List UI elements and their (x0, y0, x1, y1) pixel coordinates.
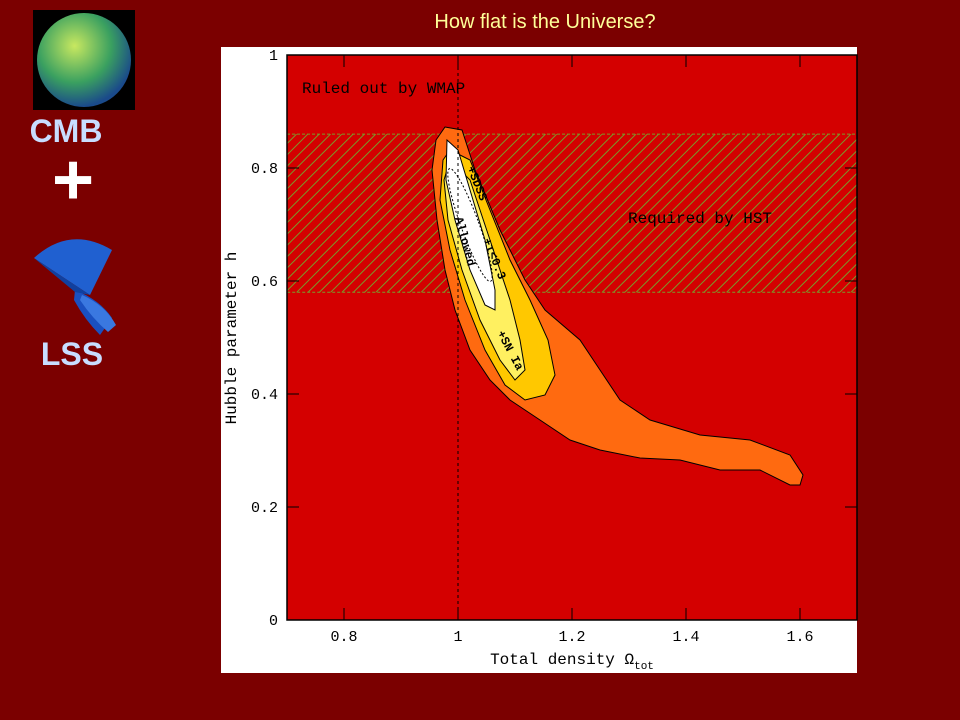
slide-title: How flat is the Universe? (434, 11, 655, 33)
cmb-label: CMB (30, 113, 103, 149)
y-tick-label: 0 (269, 613, 278, 630)
y-tick-label: 0.8 (251, 161, 278, 178)
x-axis-label: Total density Ωtot (490, 651, 654, 673)
x-axis-label-sub: tot (634, 661, 654, 673)
y-tick-label: 1 (269, 48, 278, 65)
contour-inner (447, 168, 493, 282)
cmb-icon (37, 13, 131, 107)
band (287, 133, 857, 293)
x-tick-label: 1.6 (786, 629, 813, 646)
x-axis-label-main: Total density Ω (490, 651, 634, 669)
y-tick-label: 0.4 (251, 387, 278, 404)
y-tick-label: 0.6 (251, 274, 278, 291)
lss-icon (34, 239, 116, 335)
x-tick-label: 1.2 (558, 629, 585, 646)
x-tick-label: 1.4 (672, 629, 699, 646)
x-tick-label: 1 (453, 629, 462, 646)
lss-label: LSS (41, 336, 103, 372)
plot-frame (286, 54, 858, 621)
plus-sign: + (52, 140, 94, 220)
y-axis-label: Hubble parameter h (223, 252, 241, 425)
y-tick-label: 0.2 (251, 500, 278, 517)
x-tick-label: 0.8 (330, 629, 357, 646)
annotation: Ruled out by WMAP (302, 80, 465, 98)
band-label: Required by HST (628, 210, 772, 228)
